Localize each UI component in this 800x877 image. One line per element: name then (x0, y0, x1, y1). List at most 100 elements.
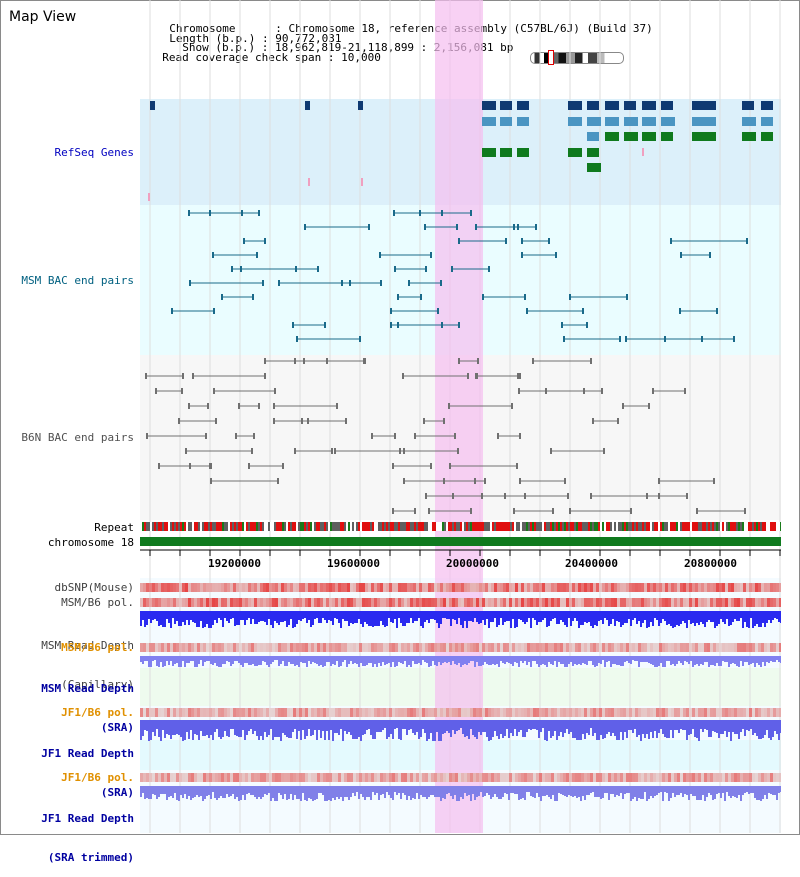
msm-depth-cap-bar (428, 611, 430, 623)
msm-b6-pol2-heat-cell (434, 643, 437, 652)
jf1-depth-sra-bar (352, 720, 354, 739)
msm-b6-pol2-heat-cell (368, 643, 371, 652)
jf1-depth-trim-bar (392, 786, 394, 800)
jf1-depth-trim-bar (598, 786, 600, 797)
jf1-b6-pol-heat-cell (548, 708, 551, 717)
msm-depth-cap-bar (538, 611, 540, 622)
msm-depth-sra-bar (354, 656, 356, 663)
msm-b6-pol-heat-cell (620, 598, 623, 607)
msm-b6-pol2-heat-cell (602, 643, 605, 652)
jf1-b6-pol2-heat-cell (521, 773, 524, 782)
track-label-refseq: RefSeq Genes (54, 146, 134, 159)
jf1-b6-pol2-heat-cell (347, 773, 350, 782)
jf1-b6-pol-heat-cell (707, 708, 710, 717)
jf1-depth-sra-bar (370, 720, 372, 735)
msm-depth-sra-bar (176, 656, 178, 663)
msm-depth-cap-bar (202, 611, 204, 628)
dbsnp-heat-cell (527, 583, 530, 592)
repeat-segment (622, 522, 624, 531)
msm-depth-cap-bar (424, 611, 426, 622)
jf1-depth-trim-bar (262, 786, 264, 797)
jf1-depth-trim-bar (226, 786, 228, 794)
jf1-depth-trim-bar (764, 786, 766, 795)
repeat-segment (160, 522, 162, 531)
msm-depth-cap-bar (160, 611, 162, 625)
msm-depth-sra-bar (586, 656, 588, 665)
repeat-segment (638, 522, 640, 531)
jf1-b6-pol-heat-cell (590, 708, 593, 717)
msm-depth-cap-bar (254, 611, 256, 624)
repeat-segment (404, 522, 406, 531)
msm-b6-pol-heat-cell (446, 598, 449, 607)
msm-b6-pol-heat-cell (659, 598, 662, 607)
track-panel[interactable] (140, 0, 781, 833)
msm-b6-pol-heat-cell (353, 598, 356, 607)
jf1-b6-pol-heat-cell (194, 708, 197, 717)
jf1-b6-pol-heat-cell (362, 708, 365, 717)
msm-b6-pol2-heat-cell (272, 643, 275, 652)
repeat-segment (384, 522, 386, 531)
msm-depth-sra-bar (542, 656, 544, 664)
repeat-segment (260, 522, 262, 531)
msm-depth-cap-bar (534, 611, 536, 620)
repeat-segment (276, 522, 278, 531)
repeat-segment (410, 522, 412, 531)
jf1-depth-trim-bar (386, 786, 388, 792)
bac-end (390, 308, 392, 314)
dbsnp-heat-cell (374, 583, 377, 592)
repeat-segment (576, 522, 578, 531)
msm-b6-pol2-heat-cell (422, 643, 425, 652)
jf1-b6-pol2-heat-cell (596, 773, 599, 782)
jf1-depth-sra-bar (540, 720, 542, 732)
msm-depth-sra-bar (778, 656, 780, 662)
jf1-b6-pol-heat-cell (599, 708, 602, 717)
msm-b6-pol2-heat-cell (413, 643, 416, 652)
jf1-depth-sra-bar (614, 720, 616, 736)
msm-b6-pol2-heat-cell (377, 643, 380, 652)
msm-b6-pol-heat-cell (545, 598, 548, 607)
repeat-segment (628, 522, 630, 531)
jf1-b6-pol-heat-cell (245, 708, 248, 717)
jf1-b6-pol2-heat-cell (320, 773, 323, 782)
jf1-depth-sra-bar (698, 720, 700, 741)
jf1-depth-sra-bar (228, 720, 230, 737)
msm-depth-cap-bar (638, 611, 640, 621)
jf1-depth-sra-bar (754, 720, 756, 733)
msm-depth-cap-bar (480, 611, 482, 623)
selected-region-highlight[interactable] (435, 0, 483, 833)
gene-block (517, 101, 529, 110)
msm-depth-cap-bar (696, 611, 698, 623)
msm-depth-cap-bar (436, 611, 438, 623)
repeat-segment (242, 522, 244, 531)
jf1-depth-sra-bar (608, 720, 610, 732)
dbsnp-heat-cell (209, 583, 212, 592)
dbsnp-heat-cell (692, 583, 695, 592)
jf1-depth-trim-bar (222, 786, 224, 798)
dbsnp-heat-cell (743, 583, 746, 592)
msm-depth-cap-bar (332, 611, 334, 625)
jf1-depth-sra-bar (296, 720, 298, 739)
jf1-b6-pol2-heat-cell (542, 773, 545, 782)
gene-block (305, 101, 310, 110)
msm-depth-sra-bar (150, 656, 152, 667)
msm-depth-cap-bar (366, 611, 368, 624)
jf1-b6-pol2-heat-cell (191, 773, 194, 782)
repeat-segment (234, 522, 236, 531)
msm-b6-pol-heat-cell (599, 598, 602, 607)
bac-end (248, 463, 250, 469)
msm-depth-cap-bar (582, 611, 584, 625)
msm-b6-pol2-heat-cell (539, 643, 542, 652)
msm-depth-sra-bar (336, 656, 338, 661)
jf1-depth-trim-bar (542, 786, 544, 796)
msm-b6-pol-heat-cell (755, 598, 758, 607)
jf1-depth-trim-bar (338, 786, 340, 799)
msm-depth-cap-bar (458, 611, 460, 618)
jf1-depth-sra-bar (366, 720, 368, 730)
jf1-depth-sra-bar (604, 720, 606, 738)
repeat-segment (266, 522, 268, 531)
dbsnp-heat-cell (614, 583, 617, 592)
msm-depth-cap-bar (170, 611, 172, 628)
msm-b6-pol2-heat-cell (425, 643, 428, 652)
jf1-depth-trim-bar (408, 786, 410, 796)
msm-b6-pol2-heat-cell (575, 643, 578, 652)
